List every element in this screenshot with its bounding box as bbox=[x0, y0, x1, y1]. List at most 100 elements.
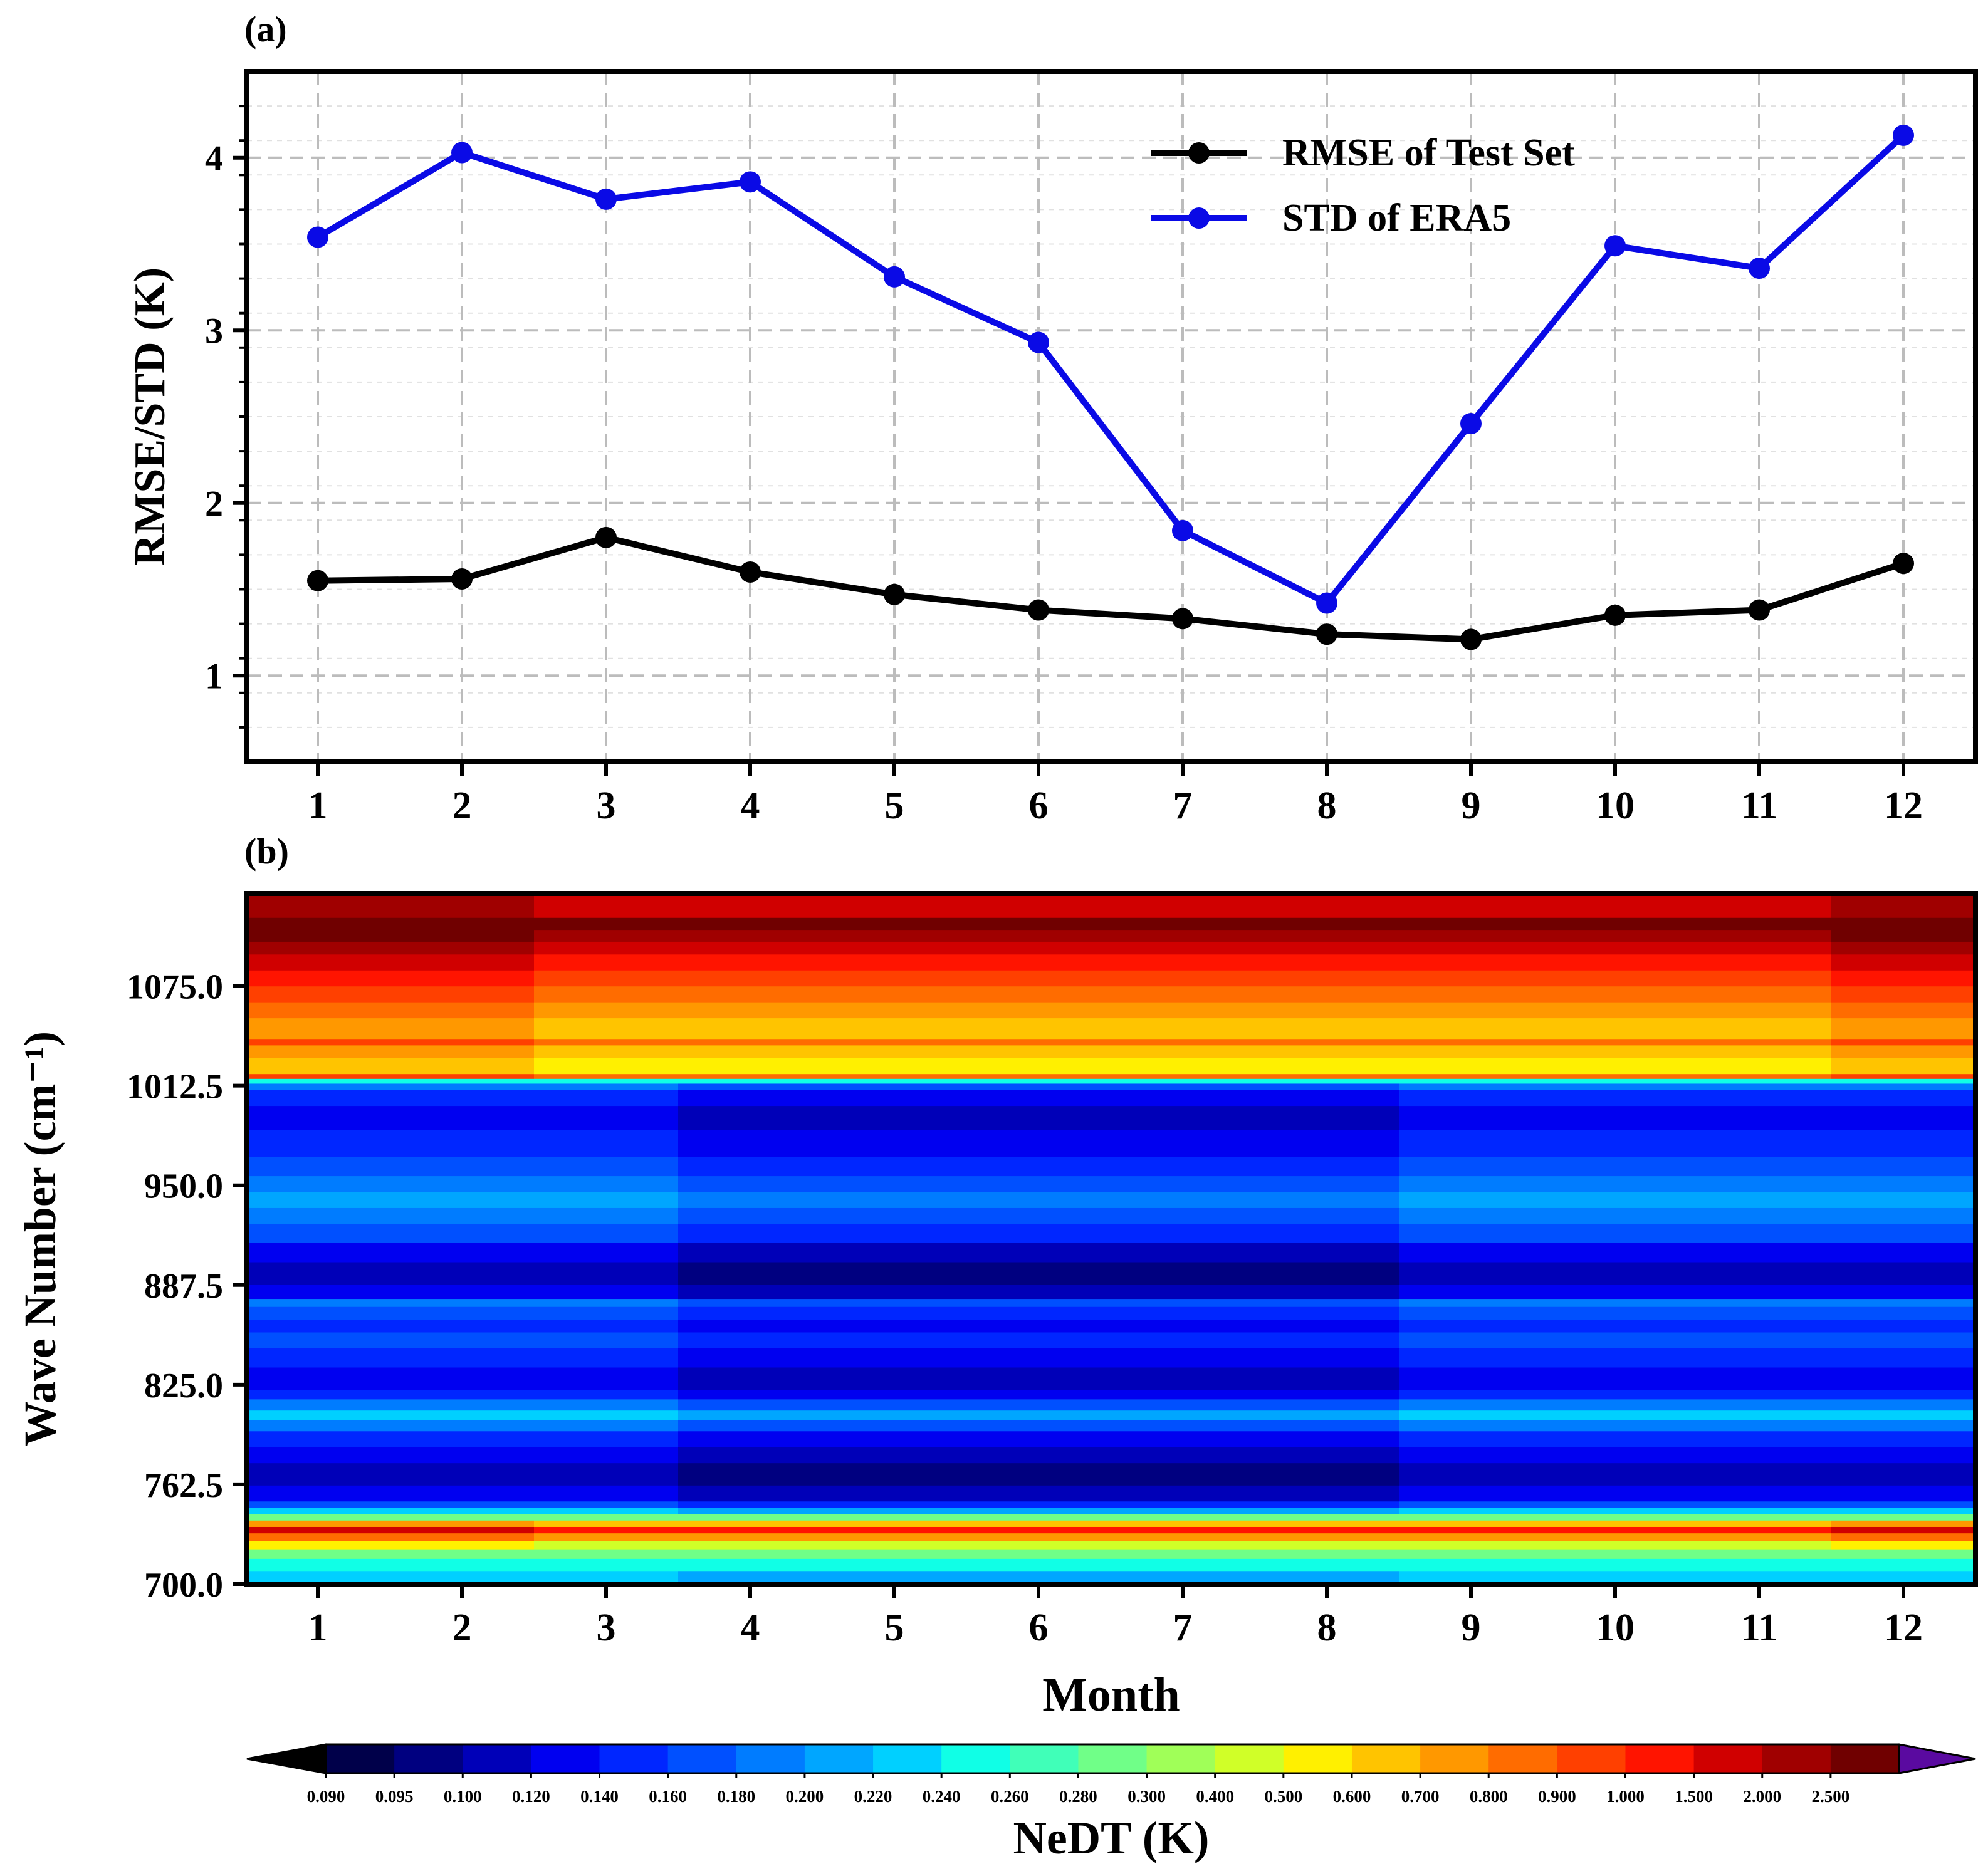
y-tick-label: 1012.5 bbox=[127, 1068, 223, 1107]
heat-cell bbox=[390, 1298, 535, 1307]
y-tick-label: 950.0 bbox=[144, 1167, 223, 1206]
heat-cell bbox=[1399, 1018, 1544, 1040]
heat-cell bbox=[966, 1549, 1111, 1559]
heat-cell bbox=[1255, 1243, 1399, 1263]
heat-cell bbox=[1255, 1306, 1399, 1320]
heat-cell bbox=[1687, 1298, 1832, 1307]
heat-cell bbox=[822, 970, 967, 987]
heat-cell bbox=[1399, 1331, 1544, 1348]
heat-cell bbox=[534, 1002, 679, 1019]
heat-cell bbox=[822, 986, 967, 1003]
heat-cell bbox=[678, 1105, 823, 1130]
colorbar-tick-label: 0.160 bbox=[649, 1787, 687, 1806]
heat-cell bbox=[966, 1410, 1111, 1420]
heat-cell bbox=[1543, 1507, 1688, 1514]
heat-cell bbox=[247, 1348, 390, 1368]
heat-cell bbox=[534, 1501, 679, 1508]
heat-cell bbox=[247, 941, 390, 955]
heat-cell bbox=[1111, 1090, 1255, 1107]
heat-cell bbox=[390, 1105, 535, 1130]
heat-cell bbox=[390, 1223, 535, 1243]
heat-cell bbox=[390, 1156, 535, 1177]
heat-cell bbox=[1399, 1447, 1544, 1464]
heat-cell bbox=[966, 1348, 1111, 1368]
heat-cell bbox=[1543, 970, 1688, 987]
heat-cell bbox=[390, 1306, 535, 1320]
heat-cell bbox=[1255, 1541, 1399, 1550]
colorbar-tick-label: 0.260 bbox=[991, 1787, 1029, 1806]
heat-cell bbox=[1399, 1571, 1544, 1584]
heat-cell bbox=[1831, 894, 1975, 918]
heat-cell bbox=[678, 954, 823, 971]
heat-cell bbox=[822, 1526, 967, 1534]
heat-cell bbox=[1255, 917, 1399, 931]
colorbar-cell bbox=[941, 1744, 1010, 1773]
heat-cell bbox=[1111, 1129, 1255, 1157]
heat-cell bbox=[390, 1002, 535, 1019]
heat-cell bbox=[534, 1462, 679, 1486]
heat-cell bbox=[1255, 1389, 1399, 1400]
heat-cell bbox=[1255, 1090, 1399, 1107]
heat-cell bbox=[1255, 1156, 1399, 1177]
heat-cell bbox=[1399, 894, 1544, 918]
heat-cell bbox=[1399, 930, 1544, 942]
heat-cell bbox=[1255, 986, 1399, 1003]
heat-cell bbox=[1831, 1156, 1975, 1177]
heat-cell bbox=[1543, 1175, 1688, 1192]
heat-cell bbox=[1399, 1367, 1544, 1390]
heat-cell bbox=[1399, 1419, 1544, 1432]
heat-cell bbox=[1255, 1223, 1399, 1243]
heat-cell bbox=[390, 1462, 535, 1486]
heat-cell bbox=[1399, 1105, 1544, 1130]
heat-cell bbox=[1831, 1073, 1975, 1079]
heat-cell bbox=[247, 1156, 390, 1177]
heat-cell bbox=[390, 1045, 535, 1058]
heat-cell bbox=[1399, 1501, 1544, 1508]
heat-cell bbox=[1831, 1399, 1975, 1411]
heat-cell bbox=[678, 1533, 823, 1541]
heat-cell bbox=[822, 1549, 967, 1559]
heat-cell bbox=[1831, 986, 1975, 1003]
heat-cell bbox=[822, 1156, 967, 1177]
heat-cell bbox=[822, 1129, 967, 1157]
panel-a-ylabel: RMSE/STD (K) bbox=[126, 268, 174, 566]
heat-cell bbox=[1687, 1018, 1832, 1040]
heat-cell bbox=[1831, 1558, 1975, 1572]
heat-cell bbox=[1255, 1319, 1399, 1333]
data-point-std bbox=[1172, 519, 1193, 541]
heat-cell bbox=[1111, 1549, 1255, 1559]
colorbar-tick-label: 0.180 bbox=[717, 1787, 755, 1806]
heat-cell bbox=[534, 1520, 679, 1527]
panel-b-frame bbox=[244, 891, 1978, 1587]
heat-cell bbox=[1831, 917, 1975, 931]
heat-cell bbox=[1687, 1430, 1832, 1447]
heat-cell bbox=[966, 1083, 1111, 1090]
heat-cell bbox=[1687, 1571, 1832, 1584]
y-tick-label: 825.0 bbox=[144, 1367, 223, 1405]
heat-cell bbox=[1255, 1078, 1399, 1084]
heat-cell bbox=[247, 1191, 390, 1208]
colorbar-tick-label: 0.090 bbox=[307, 1787, 345, 1806]
heat-cell bbox=[1111, 1501, 1255, 1508]
data-point-std bbox=[1316, 592, 1337, 614]
heat-cell bbox=[1399, 1410, 1544, 1420]
heat-cell bbox=[678, 1191, 823, 1208]
heat-cell bbox=[390, 1058, 535, 1075]
heat-cell bbox=[534, 1058, 679, 1075]
legend-marker-std bbox=[1188, 207, 1210, 229]
panel-a-label: (a) bbox=[244, 9, 287, 50]
heat-cell bbox=[1399, 1462, 1544, 1486]
heat-cell bbox=[247, 930, 390, 942]
heat-cell bbox=[1399, 1507, 1544, 1514]
data-point-rmse bbox=[1172, 608, 1193, 630]
heat-cell bbox=[822, 1507, 967, 1514]
heat-cell bbox=[822, 1038, 967, 1046]
heat-cell bbox=[822, 1533, 967, 1541]
colorbar-cell bbox=[1488, 1744, 1557, 1773]
heat-cell bbox=[966, 1533, 1111, 1541]
heat-cell bbox=[1111, 1558, 1255, 1572]
heat-cell bbox=[822, 1419, 967, 1432]
heat-cell bbox=[1543, 1462, 1688, 1486]
colorbar-cell bbox=[599, 1744, 669, 1773]
heat-cell bbox=[966, 1485, 1111, 1502]
